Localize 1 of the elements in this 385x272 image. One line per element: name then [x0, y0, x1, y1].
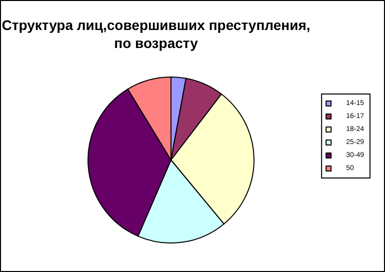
chart-title: Структура лиц,совершивших преступления, по возрасту [2, 17, 310, 51]
